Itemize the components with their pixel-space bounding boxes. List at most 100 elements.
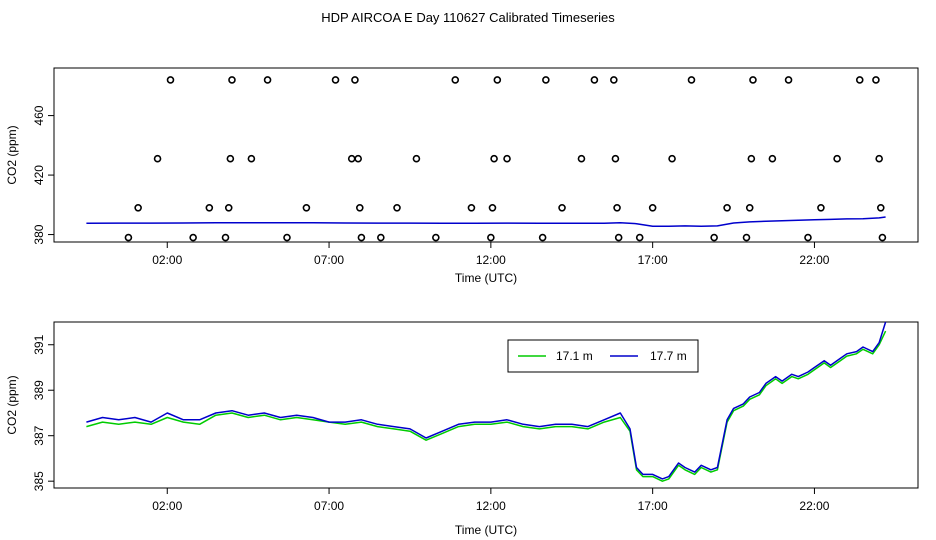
top-calibration-point bbox=[247, 154, 256, 163]
top-calibration-point bbox=[355, 203, 364, 212]
bottom-plot-frame bbox=[53, 321, 919, 489]
legend-label-series-b: 17.7 m bbox=[650, 349, 687, 363]
top-calibration-point bbox=[635, 233, 644, 242]
top-calibration-point bbox=[134, 203, 142, 212]
top-calibration-point bbox=[538, 233, 547, 242]
bottom-x-tick-label: 12:00 bbox=[476, 499, 506, 513]
top-calibration-point bbox=[687, 76, 696, 84]
top-series-line-1 bbox=[86, 216, 886, 227]
top-calibration-point bbox=[768, 154, 777, 163]
top-calibration-point bbox=[357, 233, 366, 242]
top-y-ticks: 380 420 460 bbox=[32, 105, 54, 245]
top-calibration-point bbox=[302, 203, 311, 212]
top-calibration-point bbox=[487, 233, 495, 242]
legend: 17.1 m 17.7 m bbox=[507, 339, 699, 373]
top-calibration-point bbox=[745, 203, 754, 212]
top-calibration-point bbox=[558, 203, 566, 212]
bottom-y-tick-label: 385 bbox=[32, 471, 46, 491]
top-calibration-point bbox=[872, 76, 880, 84]
top-calibration-point bbox=[710, 233, 718, 242]
top-calibration-point bbox=[488, 203, 497, 212]
bottom-y-tick-label: 389 bbox=[32, 380, 46, 400]
top-calibration-point bbox=[590, 76, 599, 84]
bottom-y-tick-label: 391 bbox=[32, 334, 46, 354]
bottom-x-ticks: 02:00 07:00 12:00 17:00 22:00 bbox=[152, 488, 830, 513]
top-calibration-point bbox=[875, 154, 883, 163]
top-calibration-point bbox=[432, 233, 440, 242]
top-calibration-point bbox=[393, 203, 401, 212]
top-calibration-point bbox=[577, 154, 586, 163]
top-calibration-point bbox=[153, 154, 162, 163]
top-calibration-point bbox=[412, 154, 421, 163]
top-calibration-point bbox=[611, 154, 620, 163]
top-y-tick-label: 460 bbox=[32, 105, 46, 125]
top-calibration-point bbox=[224, 203, 233, 212]
top-calibration-point bbox=[493, 76, 502, 84]
top-calibration-point bbox=[855, 76, 864, 84]
top-x-tick-label: 07:00 bbox=[314, 253, 344, 267]
top-calibration-point bbox=[451, 76, 460, 84]
bottom-series-lines bbox=[86, 321, 887, 482]
top-y-tick-label: 380 bbox=[32, 224, 46, 244]
top-calibration-point bbox=[749, 76, 757, 84]
bottom-series-line-2 bbox=[86, 321, 887, 480]
top-calibration-point bbox=[377, 233, 385, 242]
top-calibration-point bbox=[742, 233, 751, 242]
top-x-axis-label: Time (UTC) bbox=[455, 271, 517, 285]
top-calibration-point bbox=[347, 154, 356, 163]
top-calibration-points bbox=[124, 76, 887, 242]
top-calibration-point bbox=[221, 233, 230, 242]
top-calibration-point bbox=[876, 203, 885, 212]
bottom-y-ticks: 385 387 389 391 bbox=[32, 334, 54, 491]
top-y-tick-label: 420 bbox=[32, 165, 46, 185]
top-calibration-point bbox=[613, 203, 621, 212]
top-calibration-point bbox=[166, 76, 175, 84]
top-calibration-point bbox=[833, 154, 841, 163]
top-y-axis-label: CO2 (ppm) bbox=[5, 125, 19, 184]
top-x-tick-label: 22:00 bbox=[799, 253, 829, 267]
top-calibration-point bbox=[668, 154, 676, 163]
top-calibration-point bbox=[784, 76, 793, 84]
bottom-x-axis-label: Time (UTC) bbox=[455, 523, 517, 537]
bottom-series-line-1 bbox=[86, 330, 887, 482]
top-calibration-point bbox=[490, 154, 498, 163]
top-calibration-point bbox=[648, 203, 657, 212]
top-calibration-point bbox=[503, 154, 511, 163]
top-calibration-point bbox=[614, 233, 623, 242]
bottom-y-tick-label: 387 bbox=[32, 425, 46, 445]
bottom-x-tick-label: 02:00 bbox=[152, 499, 182, 513]
top-calibration-point bbox=[542, 76, 550, 84]
top-calibration-point bbox=[331, 76, 340, 84]
top-calibration-point bbox=[467, 203, 476, 212]
top-x-tick-label: 02:00 bbox=[152, 253, 182, 267]
top-calibration-point bbox=[351, 76, 359, 84]
chart-title: HDP AIRCOA E Day 110627 Calibrated Times… bbox=[321, 10, 615, 25]
bottom-panel: 02:00 07:00 12:00 17:00 22:00 385 387 389 391 T… bbox=[5, 321, 919, 537]
top-calibration-point bbox=[804, 233, 812, 242]
top-calibration-point bbox=[817, 203, 825, 212]
top-calibration-point bbox=[226, 154, 235, 163]
bottom-x-tick-label: 07:00 bbox=[314, 499, 344, 513]
bottom-x-tick-label: 17:00 bbox=[638, 499, 668, 513]
top-x-tick-label: 17:00 bbox=[638, 253, 668, 267]
top-series-lines bbox=[86, 216, 886, 227]
top-calibration-point bbox=[263, 76, 272, 84]
top-calibration-point bbox=[189, 233, 197, 242]
top-panel: 02:00 07:00 12:00 17:00 22:00 380 420 460 Time… bbox=[5, 67, 919, 285]
top-calibration-point bbox=[610, 76, 618, 84]
bottom-x-tick-label: 22:00 bbox=[799, 499, 829, 513]
top-plot-frame bbox=[53, 67, 919, 243]
top-calibration-point bbox=[878, 233, 887, 242]
legend-label-series-a: 17.1 m bbox=[556, 349, 593, 363]
top-calibration-point bbox=[205, 203, 214, 212]
top-calibration-point bbox=[124, 233, 133, 242]
top-x-tick-label: 12:00 bbox=[476, 253, 506, 267]
top-calibration-point bbox=[723, 203, 731, 212]
top-calibration-point bbox=[283, 233, 291, 242]
top-x-ticks: 02:00 07:00 12:00 17:00 22:00 bbox=[152, 242, 830, 267]
top-calibration-point bbox=[354, 154, 362, 163]
top-calibration-point bbox=[228, 76, 236, 84]
top-calibration-point bbox=[747, 154, 756, 163]
bottom-y-axis-label: CO2 (ppm) bbox=[5, 375, 19, 434]
